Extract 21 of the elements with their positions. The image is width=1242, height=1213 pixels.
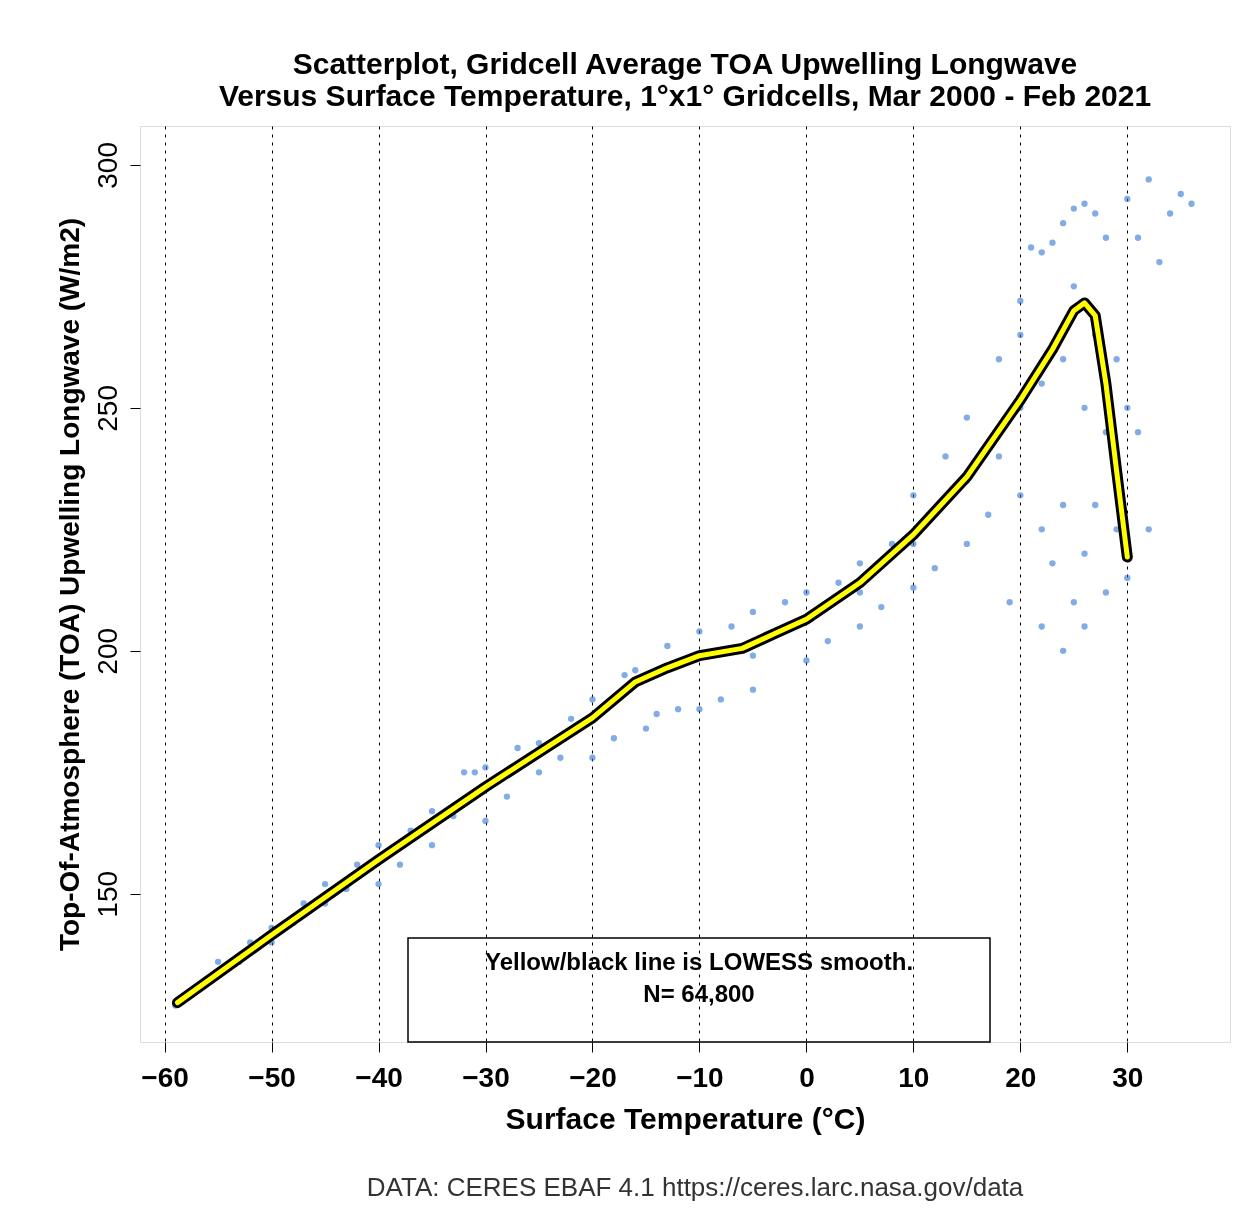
x-tick-label: 0 bbox=[799, 1061, 815, 1093]
y-tick-label: 250 bbox=[91, 384, 123, 432]
y-axis-title: Top-Of-Atmosphere (TOA) Upwelling Longwave (W/m2) bbox=[53, 217, 85, 952]
x-axis-title: Surface Temperature (°C) bbox=[505, 1101, 866, 1135]
annotation: N= 64,800 bbox=[643, 980, 755, 1007]
x-tick-label: −30 bbox=[462, 1061, 510, 1093]
x-tick-label: −20 bbox=[569, 1061, 617, 1093]
x-tick-label: −50 bbox=[248, 1061, 296, 1093]
text: DATA: CERES EBAF 4.1 https://ceres.larc.nasa.gov/data bbox=[366, 1172, 1024, 1202]
x-tick-label: −60 bbox=[141, 1061, 189, 1093]
x-tick-label: 20 bbox=[1005, 1061, 1037, 1093]
annotation: Yellow/black line is LOWESS smooth. bbox=[484, 948, 914, 975]
x-tick-label: −10 bbox=[676, 1061, 724, 1093]
y-tick-label: 300 bbox=[91, 142, 123, 189]
y-tick-label: 200 bbox=[91, 627, 123, 675]
x-tick-label: −40 bbox=[355, 1061, 403, 1093]
y-tick-label: 150 bbox=[91, 870, 123, 918]
x-tick-label: 30 bbox=[1112, 1061, 1144, 1093]
x-tick-label: 10 bbox=[898, 1061, 930, 1093]
text: Versus Surface Temperature, 1°x1° Gridcells, Mar 2000 - Feb 2021 bbox=[218, 79, 1152, 112]
text: Scatterplot, Gridcell Average TOA Upwelling Longwave bbox=[292, 47, 1078, 80]
